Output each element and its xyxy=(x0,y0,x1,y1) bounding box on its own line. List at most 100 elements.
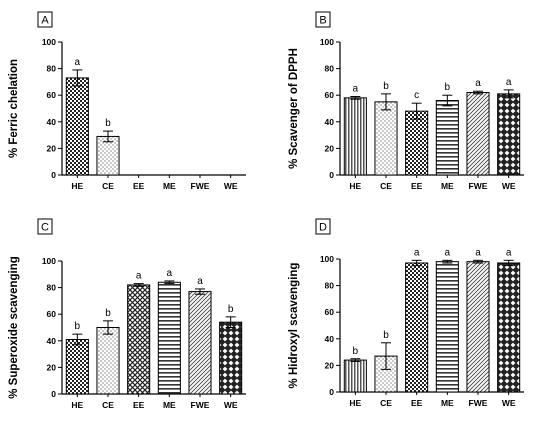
significance-letter: b xyxy=(445,82,451,93)
significance-letter: a xyxy=(75,57,81,68)
y-tick-label: 60 xyxy=(47,90,57,100)
bar-we xyxy=(219,321,243,395)
y-tick-label: 60 xyxy=(325,90,335,100)
significance-letter: a xyxy=(167,268,173,279)
significance-letter: b xyxy=(228,304,234,315)
x-tick-label: CE xyxy=(102,400,114,410)
chart-panel-a: A % Ferric chelation 0 20 40 60 80 100 HE a CE b EE M… xyxy=(8,11,246,191)
y-tick-label: 100 xyxy=(320,37,334,47)
y-axis-label: % Scavenger of DPPH xyxy=(288,48,300,169)
y-tick-label: 100 xyxy=(42,37,56,47)
x-tick-label: HE xyxy=(71,400,83,410)
x-tick-label: ME xyxy=(441,181,454,191)
y-tick-label: 40 xyxy=(47,336,57,346)
x-tick-label: FWE xyxy=(469,398,488,408)
bar-ce xyxy=(96,327,120,395)
y-tick-label: 80 xyxy=(47,64,57,74)
bar-ee xyxy=(127,284,151,395)
x-tick-label: HE xyxy=(349,181,361,191)
panel-letter-box xyxy=(37,218,53,235)
x-tick-label: EE xyxy=(411,398,423,408)
significance-letter: a xyxy=(445,247,451,258)
bar-me xyxy=(157,281,181,395)
x-tick-label: WE xyxy=(224,181,238,191)
significance-letter: a xyxy=(506,77,512,88)
bar-fwe xyxy=(466,261,490,393)
bar-me xyxy=(435,261,459,393)
x-tick-label: ME xyxy=(163,181,176,191)
x-tick-label: WE xyxy=(502,181,516,191)
bar-fwe xyxy=(188,291,212,395)
x-tick-label: CE xyxy=(102,181,114,191)
significance-letter: b xyxy=(75,321,81,332)
y-tick-label: 0 xyxy=(51,389,56,399)
chart-panel-c: C % Superoxide scavenging 0 20 40 60 80 100 HE b C… xyxy=(8,218,246,410)
significance-letter: b xyxy=(383,81,389,92)
bar-ee xyxy=(405,262,429,393)
panel-letter: A xyxy=(41,15,49,27)
y-tick-label: 40 xyxy=(325,117,335,127)
x-tick-label: CE xyxy=(380,398,392,408)
bar-we xyxy=(497,93,521,176)
significance-letter: a xyxy=(506,247,512,258)
significance-letter: a xyxy=(414,247,420,258)
significance-letter: b xyxy=(383,330,389,341)
bar-he xyxy=(343,359,367,393)
bar-me xyxy=(435,100,459,176)
x-tick-label: WE xyxy=(224,400,238,410)
x-tick-label: ME xyxy=(163,400,176,410)
y-tick-label: 0 xyxy=(51,170,56,180)
significance-letter: a xyxy=(353,84,359,95)
y-tick-label: 40 xyxy=(325,334,335,344)
y-axis-label: % Ferric chelation xyxy=(8,59,20,158)
bar-ce xyxy=(374,101,398,176)
x-tick-label: CE xyxy=(380,181,392,191)
bar-ee xyxy=(405,110,429,176)
significance-letter: a xyxy=(197,276,203,287)
x-tick-label: FWE xyxy=(191,400,210,410)
y-tick-label: 80 xyxy=(47,283,57,293)
panel-letter-box xyxy=(37,11,53,28)
y-tick-label: 20 xyxy=(325,360,335,370)
chart-panel-d: D % Hidroxyl scavenging 0 20 40 60 80 100 HE b CE b… xyxy=(288,218,524,408)
bar-we xyxy=(497,262,521,393)
bar-fwe xyxy=(466,92,490,176)
y-tick-label: 40 xyxy=(47,117,57,127)
panel-letter: C xyxy=(41,222,49,234)
x-tick-label: WE xyxy=(502,398,516,408)
y-tick-label: 80 xyxy=(325,281,335,291)
significance-letter: a xyxy=(475,247,481,258)
x-tick-label: HE xyxy=(71,181,83,191)
significance-letter: a xyxy=(136,271,142,282)
significance-letter: c xyxy=(414,90,419,101)
y-axis-label: % Hidroxyl scavenging xyxy=(288,263,300,389)
x-tick-label: EE xyxy=(133,400,145,410)
y-axis-label: % Superoxide scavenging xyxy=(8,256,20,399)
x-tick-label: FWE xyxy=(191,181,210,191)
y-tick-label: 80 xyxy=(325,64,335,74)
y-tick-label: 0 xyxy=(329,387,334,397)
y-tick-label: 20 xyxy=(47,362,57,372)
significance-letter: b xyxy=(353,346,359,357)
panel-letter: B xyxy=(319,15,326,27)
y-tick-label: 100 xyxy=(42,256,56,266)
bar-he xyxy=(65,338,89,395)
x-tick-label: EE xyxy=(133,181,145,191)
significance-letter: a xyxy=(475,78,481,89)
panel-letter-box xyxy=(315,11,331,28)
x-tick-label: HE xyxy=(349,398,361,408)
panel-letter: D xyxy=(319,222,327,234)
bar-he xyxy=(65,77,89,176)
y-tick-label: 60 xyxy=(47,309,57,319)
y-tick-label: 20 xyxy=(325,143,335,153)
y-tick-label: 0 xyxy=(329,170,334,180)
x-tick-label: ME xyxy=(441,398,454,408)
chart-panel-b: B % Scavenger of DPPH 0 20 40 60 80 100 HE a CE b EE… xyxy=(288,11,524,191)
x-tick-label: FWE xyxy=(469,181,488,191)
bar-he xyxy=(343,97,367,176)
y-tick-label: 60 xyxy=(325,307,335,317)
x-tick-label: EE xyxy=(411,181,423,191)
y-tick-label: 20 xyxy=(47,143,57,153)
y-tick-label: 100 xyxy=(320,254,334,264)
